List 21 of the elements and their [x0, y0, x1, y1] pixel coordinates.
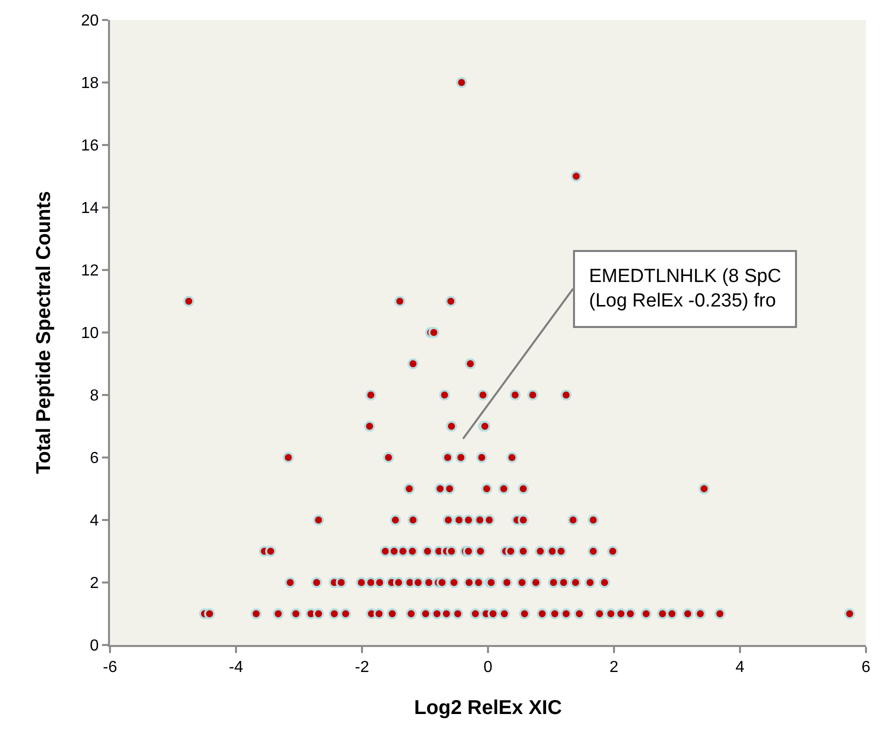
- y-tick-label: 4: [90, 512, 99, 530]
- y-tick-label: 14: [81, 200, 99, 218]
- y-tick-label: 8: [90, 388, 99, 405]
- annotation: EMEDTLNHLK (8 SpC (Log RelEx -0.235) fro: [589, 266, 782, 312]
- x-tick-label: -6: [102, 659, 118, 676]
- x-tick-label: -4: [228, 659, 244, 676]
- y-tick-label: 18: [81, 75, 99, 92]
- y-tick-label: 10: [81, 325, 99, 342]
- y-tick-label: 16: [81, 138, 99, 155]
- x-tick-label: 0: [484, 659, 493, 676]
- x-tick-label: 6: [862, 659, 871, 676]
- x-axis-title: Log2 RelEx XIC: [414, 697, 562, 720]
- y-tick-label: 20: [81, 12, 99, 30]
- y-tick-label: 6: [90, 450, 99, 468]
- y-tick-label: 12: [81, 262, 99, 280]
- y-axis-title: Total Peptide Spectral Counts: [33, 191, 56, 474]
- y-tick-label: 2: [90, 575, 99, 592]
- x-tick-label: 4: [736, 659, 745, 676]
- y-tick-label: 0: [90, 638, 99, 655]
- x-tick-label: -2: [354, 659, 370, 676]
- x-tick-label: 2: [610, 659, 619, 676]
